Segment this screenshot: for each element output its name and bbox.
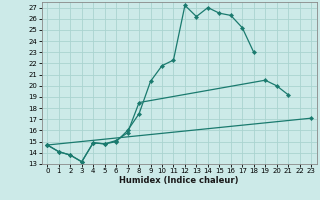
- X-axis label: Humidex (Indice chaleur): Humidex (Indice chaleur): [119, 176, 239, 185]
